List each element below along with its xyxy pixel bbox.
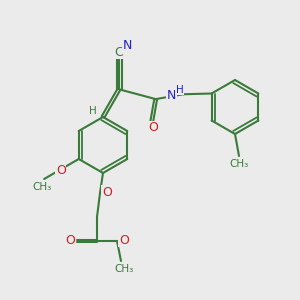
- Text: CH₃: CH₃: [32, 182, 52, 192]
- Text: H: H: [89, 106, 97, 116]
- Text: CH₃: CH₃: [230, 159, 249, 169]
- Text: N: N: [167, 89, 176, 102]
- Text: O: O: [102, 185, 112, 199]
- Text: O: O: [148, 121, 158, 134]
- Text: CH₃: CH₃: [114, 264, 134, 274]
- Text: O: O: [65, 233, 75, 247]
- Text: N: N: [122, 39, 132, 52]
- Text: H: H: [176, 85, 183, 95]
- Text: O: O: [119, 233, 129, 247]
- Text: C: C: [115, 46, 123, 59]
- Text: O: O: [56, 164, 66, 178]
